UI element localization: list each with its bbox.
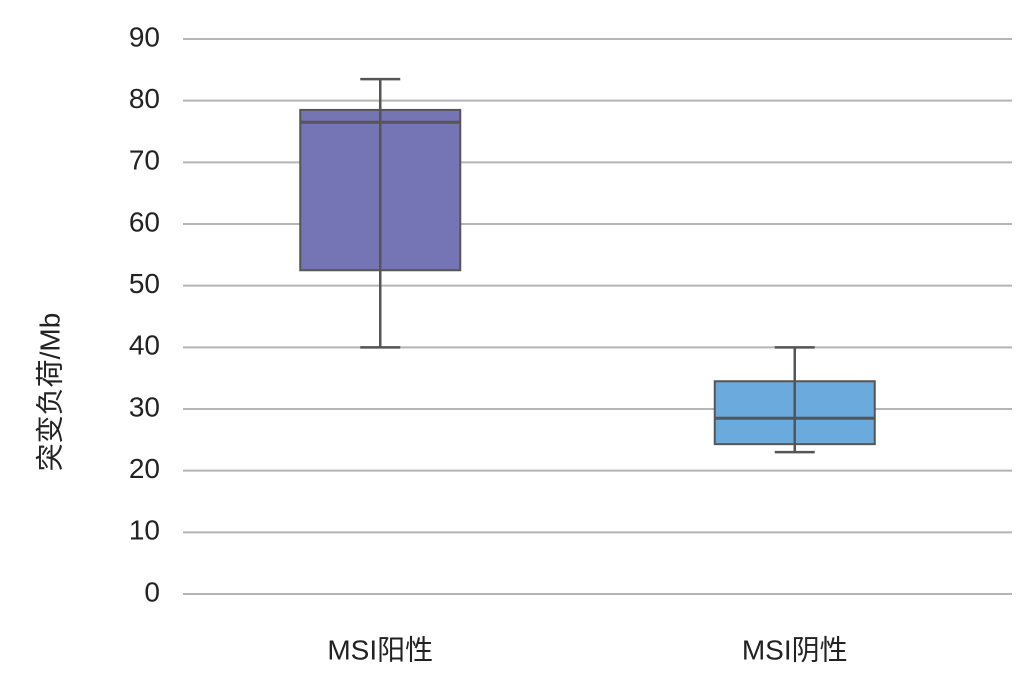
y-tick-label: 50 <box>129 268 160 299</box>
x-tick-label: MSI阴性 <box>742 634 848 665</box>
y-tick-label: 30 <box>129 391 160 422</box>
y-tick-label: 20 <box>129 453 160 484</box>
y-tick-label: 90 <box>129 21 160 52</box>
y-tick-label: 0 <box>144 576 160 607</box>
y-axis-label: 突变负荷/Mb <box>34 313 65 472</box>
y-tick-label: 80 <box>129 83 160 114</box>
y-tick-label: 60 <box>129 206 160 237</box>
y-tick-label: 70 <box>129 145 160 176</box>
y-tick-label: 10 <box>129 515 160 546</box>
x-tick-label: MSI阳性 <box>327 634 433 665</box>
y-tick-label: 40 <box>129 330 160 361</box>
